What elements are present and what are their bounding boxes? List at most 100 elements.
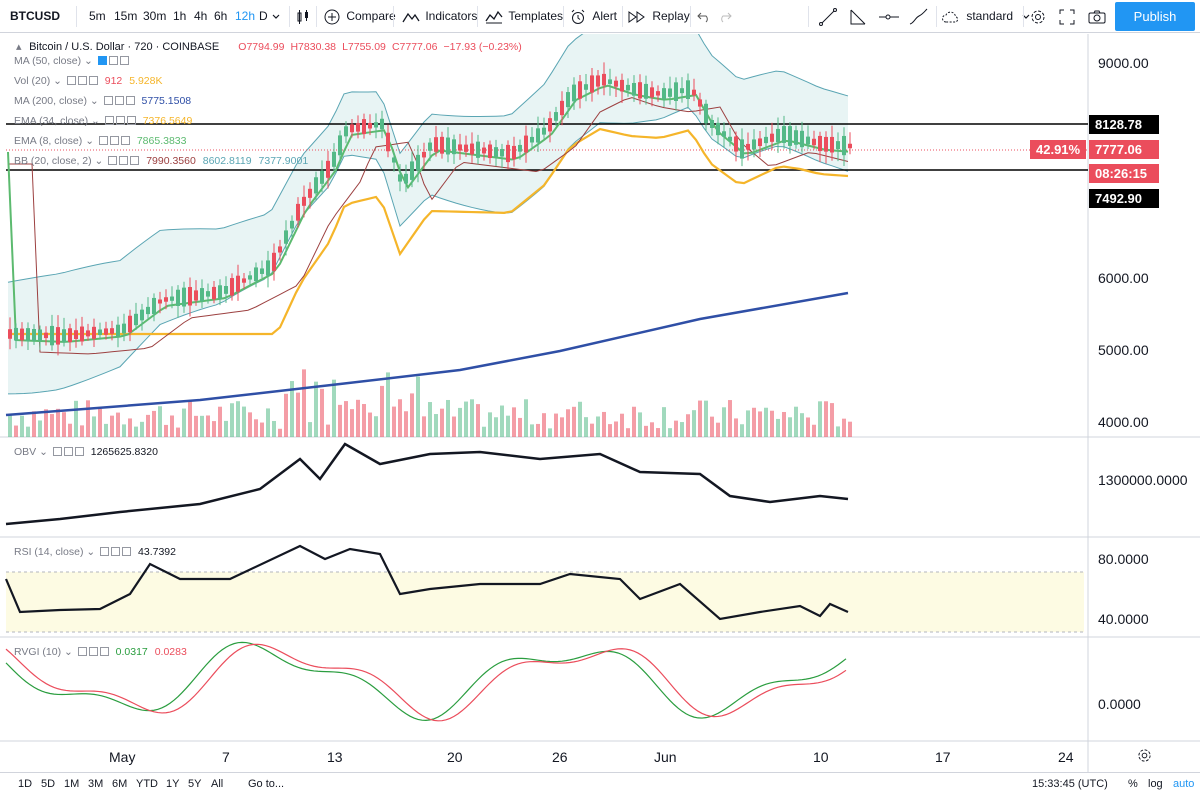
interval-1h[interactable]: 1h <box>173 9 187 23</box>
volume-bar <box>452 416 456 437</box>
settings-button[interactable] <box>1030 0 1046 33</box>
templates-button[interactable]: Templates <box>485 0 563 33</box>
trend-line-tool-button[interactable] <box>818 0 838 33</box>
interval-12h[interactable]: 12h <box>235 9 256 23</box>
range-1m[interactable]: 1M <box>64 778 80 790</box>
indicators-button[interactable]: Indicators <box>402 0 477 33</box>
undo-button[interactable] <box>697 0 711 33</box>
interval-4h[interactable]: 4h <box>194 9 208 23</box>
legend-ema8[interactable]: EMA (8, close) ⌄ 7865.3833 <box>14 135 187 147</box>
legend-obv[interactable]: OBV ⌄ 1265625.8320 <box>14 446 158 458</box>
publish-button[interactable]: Publish <box>1115 2 1195 31</box>
range-5d[interactable]: 5D <box>41 778 56 790</box>
auto-toggle[interactable]: auto <box>1173 778 1195 790</box>
legend-ema34[interactable]: EMA (34, close) ⌄ 7376.5649 <box>14 115 193 127</box>
close-icon[interactable] <box>126 116 136 125</box>
visibility-icon[interactable] <box>97 56 107 65</box>
visibility-icon[interactable] <box>66 76 76 85</box>
settings-icon[interactable] <box>114 96 124 105</box>
candle-body <box>290 220 294 229</box>
range-1y[interactable]: 1Y <box>166 778 180 790</box>
fullscreen-button[interactable] <box>1059 0 1075 33</box>
log-toggle[interactable]: log <box>1148 778 1163 790</box>
candle-body <box>182 287 186 307</box>
settings-icon[interactable] <box>63 447 73 456</box>
range-all[interactable]: All <box>211 778 224 790</box>
hline-upper-tag[interactable]: 8128.78 <box>1089 115 1159 134</box>
interval-30m[interactable]: 30m <box>143 9 167 23</box>
close-icon[interactable] <box>120 136 130 145</box>
layout-selector[interactable]: standard <box>942 0 1030 33</box>
close-icon[interactable] <box>74 447 84 456</box>
alert-button[interactable]: Alert <box>570 0 617 33</box>
interval-15m[interactable]: 15m <box>114 9 138 23</box>
legend-bb[interactable]: BB (20, close, 2) ⌄ 7990.3560 8602.8119 … <box>14 155 309 167</box>
interval-5m[interactable]: 5m <box>89 9 106 23</box>
percent-tag: 42.91% <box>1030 140 1086 159</box>
candle-body <box>368 122 372 129</box>
close-icon[interactable] <box>125 96 135 105</box>
goto-button[interactable]: Go to... <box>248 778 285 790</box>
percent-toggle[interactable]: % <box>1128 778 1138 790</box>
legend-ma200[interactable]: MA (200, close) ⌄ 5775.1508 <box>14 95 192 107</box>
countdown-tag: 08:26:15 <box>1089 164 1159 183</box>
close-icon[interactable] <box>119 56 129 65</box>
snapshot-button[interactable] <box>1088 0 1106 33</box>
visibility-icon[interactable] <box>104 116 114 125</box>
candle-body <box>734 136 738 152</box>
legend-rvgi[interactable]: RVGI (10) ⌄ 0.0317 0.0283 <box>14 646 187 658</box>
volume-bar <box>548 428 552 437</box>
settings-icon[interactable] <box>119 156 129 165</box>
redo-button[interactable] <box>718 0 732 33</box>
interval-6h[interactable]: 6h <box>214 9 228 23</box>
compare-button[interactable]: Compare <box>324 0 396 33</box>
visibility-icon[interactable] <box>98 136 108 145</box>
chart-canvas[interactable] <box>0 19 1200 772</box>
volume-bar <box>314 381 318 437</box>
visibility-icon[interactable] <box>108 156 118 165</box>
settings-icon[interactable] <box>109 136 119 145</box>
range-3m[interactable]: 3M <box>88 778 104 790</box>
volume-bar <box>110 415 114 437</box>
legend-vol[interactable]: Vol (20) ⌄ 912 5.928K <box>14 75 163 87</box>
settings-icon[interactable] <box>108 56 118 65</box>
visibility-icon[interactable] <box>52 447 62 456</box>
range-1d[interactable]: 1D <box>18 778 33 790</box>
close-icon[interactable] <box>99 647 109 656</box>
legend-ma50[interactable]: MA (50, close) ⌄ <box>14 54 129 68</box>
collapse-icon[interactable]: ▴ <box>16 41 22 53</box>
candle-body <box>146 306 150 315</box>
chart-area[interactable]: ▴ Bitcoin / U.S. Dollar · 720 · COINBASE… <box>0 19 1200 772</box>
symbol-search[interactable]: BTCUSD <box>10 9 60 23</box>
range-6m[interactable]: 6M <box>112 778 128 790</box>
volume-bar <box>14 425 18 437</box>
settings-icon[interactable] <box>77 76 87 85</box>
close-icon[interactable] <box>88 76 98 85</box>
close-icon[interactable] <box>130 156 140 165</box>
range-5y[interactable]: 5Y <box>188 778 202 790</box>
settings-icon[interactable] <box>115 116 125 125</box>
brush-tool-button[interactable] <box>908 0 930 33</box>
visibility-icon[interactable] <box>100 547 110 556</box>
horizontal-ray-tool-button[interactable] <box>878 0 900 33</box>
candle-style-icon[interactable] <box>296 0 310 33</box>
settings-icon[interactable] <box>111 547 121 556</box>
visibility-icon[interactable] <box>103 96 113 105</box>
volume-bar <box>224 420 228 437</box>
legend-rsi[interactable]: RSI (14, close) ⌄ 43.7392 <box>14 546 176 558</box>
candle-body <box>422 151 426 158</box>
utc-clock[interactable]: 15:33:45 (UTC) <box>1032 778 1108 790</box>
pitchfork-tool-button[interactable] <box>848 0 868 33</box>
settings-icon[interactable] <box>88 647 98 656</box>
replay-button[interactable]: Replay <box>628 0 690 33</box>
volume-bar <box>368 412 372 437</box>
interval-d[interactable]: D <box>259 9 268 23</box>
range-ytd[interactable]: YTD <box>136 778 158 790</box>
close-icon[interactable] <box>122 547 132 556</box>
interval-dropdown-chevron-icon[interactable] <box>272 0 280 33</box>
hline-lower-tag[interactable]: 7492.90 <box>1089 189 1159 208</box>
chart-settings-gear-icon[interactable] <box>1137 748 1152 768</box>
candle-body <box>254 267 258 282</box>
volume-bar <box>764 407 768 437</box>
visibility-icon[interactable] <box>77 647 87 656</box>
